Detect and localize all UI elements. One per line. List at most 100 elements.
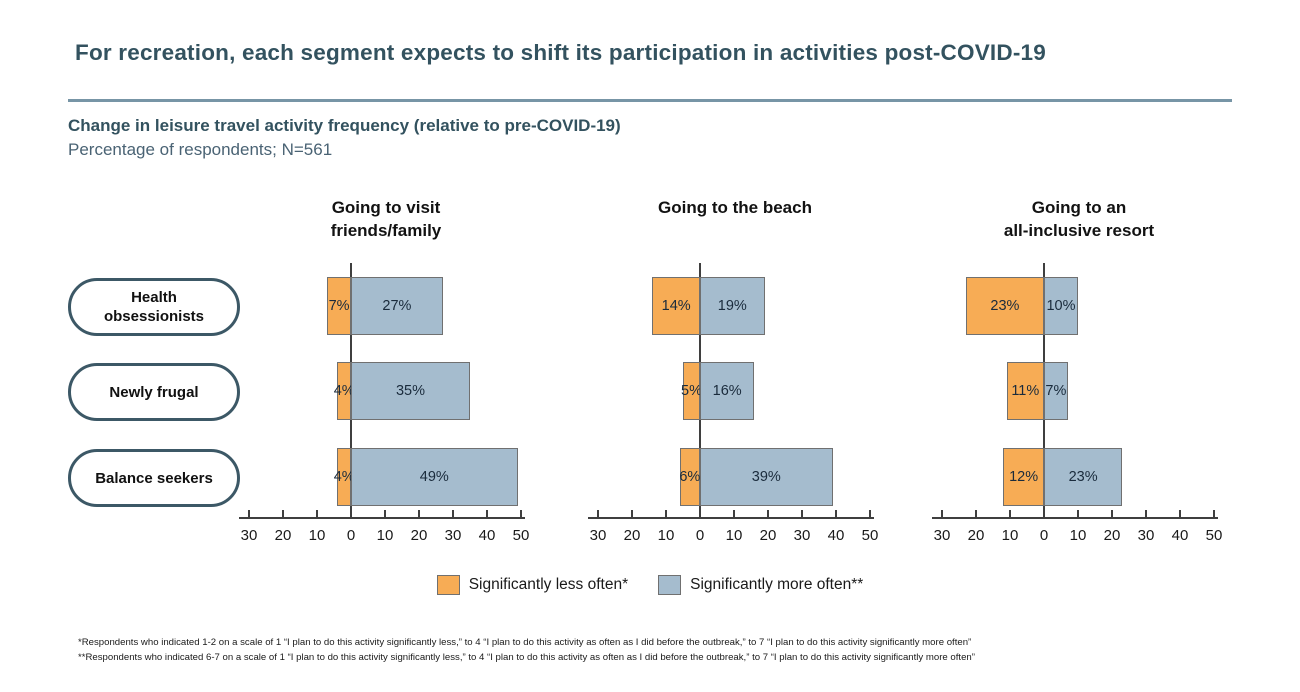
chart-subtitle: Percentage of respondents; N=561 [68, 140, 333, 159]
segment-pill: Balance seekers [68, 449, 240, 507]
footnote-line: *Respondents who indicated 1-2 on a scal… [78, 637, 972, 648]
axis-tick [1111, 510, 1113, 518]
axis-tick-label: 50 [861, 527, 879, 544]
axis-tick [665, 510, 667, 518]
axis-tick [418, 510, 420, 518]
axis-tick-label: 0 [695, 527, 705, 544]
axis-tick [248, 510, 250, 518]
axis-tick-label: 20 [1103, 527, 1121, 544]
bar-significantly-more: 49% [351, 448, 518, 506]
axis-tick-label: 20 [623, 527, 641, 544]
axis-tick-label: 20 [410, 527, 428, 544]
axis-tick [835, 510, 837, 518]
axis-tick [1009, 510, 1011, 518]
legend-item: Significantly more often** [658, 575, 863, 595]
axis-tick [350, 510, 352, 518]
legend-label: Significantly more often** [690, 576, 864, 593]
axis-tick [384, 510, 386, 518]
axis-tick-label: 40 [478, 527, 496, 544]
axis-tick [486, 510, 488, 518]
axis-tick [597, 510, 599, 518]
panel-title: Going to visit friends/family [236, 196, 536, 242]
axis-tick [520, 510, 522, 518]
axis-tick [1077, 510, 1079, 518]
axis-tick [282, 510, 284, 518]
panel-title-line: all-inclusive resort [1003, 221, 1155, 240]
axis-tick-label: 10 [308, 527, 326, 544]
axis-tick-label: 10 [725, 527, 743, 544]
panel-title-line: Going to an [1031, 198, 1127, 217]
axis-tick [1043, 510, 1045, 518]
axis-tick-label: 20 [967, 527, 985, 544]
axis-tick-label: 10 [657, 527, 675, 544]
legend-item: Significantly less often* [436, 575, 629, 595]
axis-tick-label: 0 [1039, 527, 1049, 544]
axis-tick [1145, 510, 1147, 518]
panel-title: Going to the beach [585, 196, 885, 219]
axis-tick-label: 30 [1137, 527, 1155, 544]
bar-significantly-more: 35% [351, 362, 470, 420]
axis-tick-label: 50 [512, 527, 530, 544]
axis-tick [316, 510, 318, 518]
axis-tick-label: 30 [793, 527, 811, 544]
axis-tick-label: 30 [933, 527, 951, 544]
segment-pill: Newly frugal [68, 363, 240, 421]
x-axis-line [932, 517, 1218, 519]
axis-tick-label: 20 [759, 527, 777, 544]
bar-significantly-less: 7% [327, 277, 351, 335]
axis-tick [767, 510, 769, 518]
bar-significantly-more: 23% [1044, 448, 1123, 506]
axis-tick [869, 510, 871, 518]
bar-significantly-less: 4% [334, 448, 355, 506]
bar-significantly-less: 14% [652, 277, 700, 335]
axis-tick [1213, 510, 1215, 518]
x-axis-line [588, 517, 874, 519]
legend-swatch [436, 575, 460, 595]
bar-significantly-more: 7% [1044, 362, 1068, 420]
bar-significantly-more: 39% [700, 448, 833, 506]
axis-tick [941, 510, 943, 518]
axis-tick-label: 30 [240, 527, 258, 544]
axis-tick-label: 30 [444, 527, 462, 544]
title-divider [68, 99, 1232, 102]
bar-significantly-more: 10% [1044, 277, 1078, 335]
bar-significantly-more: 19% [700, 277, 765, 335]
footnote-line: **Respondents who indicated 6-7 on a sca… [78, 651, 975, 663]
axis-tick [452, 510, 454, 518]
panel-title-line: Going to visit [331, 198, 441, 217]
x-axis-line [239, 517, 525, 519]
legend-label: Significantly less often* [468, 576, 629, 593]
axis-tick-label: 10 [1001, 527, 1019, 544]
axis-tick [699, 510, 701, 518]
legend: Significantly less often* Significantly m… [0, 575, 1300, 595]
bar-significantly-less: 5% [681, 362, 702, 420]
axis-tick [801, 510, 803, 518]
axis-tick [631, 510, 633, 518]
page-title: For recreation, each segment expects to … [75, 40, 1046, 65]
bar-significantly-less: 11% [1006, 362, 1044, 420]
axis-tick-label: 10 [376, 527, 394, 544]
bar-significantly-more: 16% [700, 362, 755, 420]
panel-title-line: friends/family [330, 221, 442, 240]
bar-significantly-less: 12% [1003, 448, 1044, 506]
bar-significantly-less: 6% [679, 448, 700, 506]
axis-tick [733, 510, 735, 518]
legend-swatch [658, 575, 682, 595]
axis-tick [1179, 510, 1181, 518]
panel-title: Going to an all-inclusive resort [929, 196, 1229, 242]
axis-tick-label: 10 [1069, 527, 1087, 544]
footnotes: *Respondents who indicated 1-2 on a scal… [78, 636, 1258, 665]
panel-title-line: Going to the beach [658, 198, 812, 217]
bar-significantly-more: 27% [351, 277, 443, 335]
bar-significantly-less: 23% [965, 277, 1044, 335]
axis-tick-label: 50 [1205, 527, 1223, 544]
segment-pill: Health obsessionists [68, 278, 240, 336]
axis-tick [975, 510, 977, 518]
axis-tick-label: 30 [589, 527, 607, 544]
axis-tick-label: 20 [274, 527, 292, 544]
axis-tick-label: 0 [346, 527, 356, 544]
axis-tick-label: 40 [1171, 527, 1189, 544]
chart-title: Change in leisure travel activity freque… [68, 116, 621, 135]
axis-tick-label: 40 [827, 527, 845, 544]
